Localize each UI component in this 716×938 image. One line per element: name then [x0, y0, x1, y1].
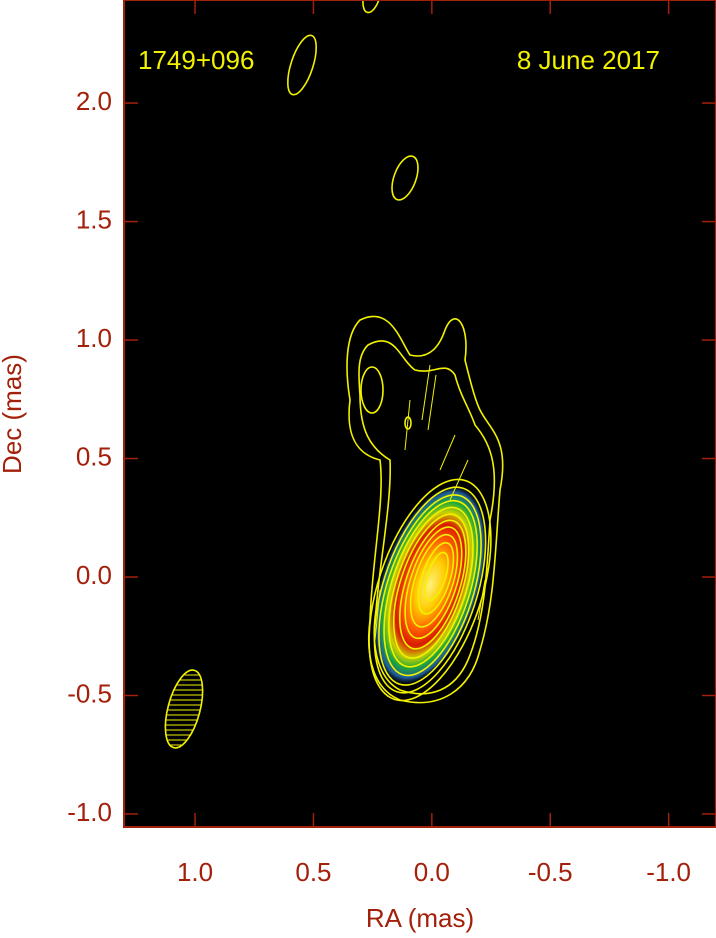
y-tick-label: 0.0	[76, 560, 112, 590]
radio-map	[160, 0, 504, 749]
x-tick-label: -0.5	[528, 857, 573, 887]
y-tick-label: -1.0	[67, 797, 112, 827]
source-label: 1749+096	[138, 45, 254, 75]
x-tick-label: 0.5	[295, 857, 331, 887]
x-tick-label: 0.0	[414, 857, 450, 887]
y-axis-label: Dec (mas)	[0, 354, 27, 474]
y-tick-label: 0.5	[76, 441, 112, 471]
y-tick-label: 1.0	[76, 323, 112, 353]
date-label: 8 June 2017	[517, 45, 660, 75]
plot-frame	[123, 0, 716, 828]
x-tick-label: 1.0	[177, 857, 213, 887]
y-tick-label: 2.0	[76, 86, 112, 116]
x-axis-label: RA (mas)	[366, 903, 474, 933]
plot-background	[124, 0, 716, 827]
x-tick-label: -1.0	[646, 857, 691, 887]
y-tick-label: 1.5	[76, 204, 112, 234]
y-tick-label: -0.5	[67, 678, 112, 708]
